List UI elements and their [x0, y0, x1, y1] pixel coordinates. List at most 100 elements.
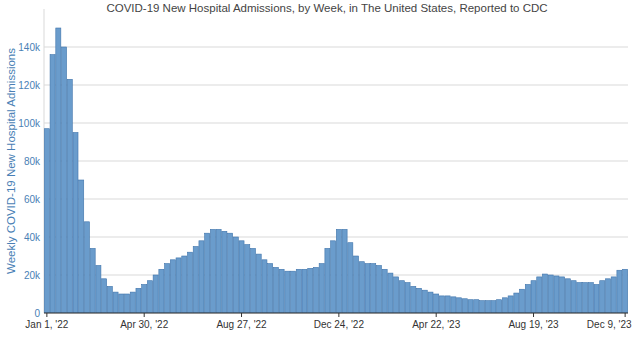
- bar: [182, 256, 187, 313]
- bar: [62, 47, 67, 313]
- bar: [142, 285, 147, 314]
- bar: [411, 286, 416, 313]
- x-tick-label: Apr 22, '23: [412, 319, 460, 330]
- bar: [571, 281, 576, 313]
- bar: [107, 286, 112, 313]
- bar: [537, 277, 542, 313]
- bar: [291, 271, 296, 313]
- x-tick: [338, 313, 339, 317]
- bar: [445, 296, 450, 313]
- bar: [147, 281, 152, 313]
- bar: [354, 256, 359, 313]
- bar: [256, 254, 261, 313]
- bar: [491, 301, 496, 313]
- bar: [457, 298, 462, 313]
- bar: [342, 229, 347, 313]
- bar: [577, 283, 582, 313]
- bar: [262, 260, 267, 313]
- bars: [44, 28, 627, 313]
- bar: [84, 222, 89, 313]
- bar: [176, 258, 181, 313]
- bar: [113, 292, 118, 313]
- bar: [268, 264, 273, 313]
- x-tick-label: Dec 24, '22: [314, 319, 365, 330]
- bar: [73, 133, 78, 314]
- bar: [50, 55, 55, 313]
- bar: [359, 262, 364, 313]
- bar: [514, 293, 519, 313]
- y-tick-label: 100k: [18, 118, 41, 129]
- bar: [600, 281, 605, 313]
- x-axis-line: [44, 313, 628, 314]
- bar: [125, 294, 130, 313]
- bar: [594, 285, 599, 314]
- bar: [525, 285, 530, 314]
- chart: COVID-19 New Hospital Admissions, by Wee…: [0, 0, 634, 338]
- bar: [376, 266, 381, 314]
- x-tick: [625, 313, 626, 317]
- bar: [44, 129, 49, 313]
- grid-line: [44, 275, 628, 276]
- bar: [422, 290, 427, 313]
- bar: [79, 180, 84, 313]
- grid-line: [44, 85, 628, 86]
- x-tick-label: Dec 9, '23: [587, 319, 632, 330]
- grid-line: [44, 123, 628, 124]
- bar: [313, 267, 318, 313]
- grid-line: [44, 47, 628, 48]
- x-tick: [241, 313, 242, 317]
- bar: [159, 269, 164, 313]
- bar: [583, 283, 588, 313]
- bar: [497, 300, 502, 313]
- bar: [417, 288, 422, 313]
- bar: [153, 275, 158, 313]
- bar: [336, 229, 341, 313]
- bar: [130, 292, 135, 313]
- x-tick: [46, 313, 47, 317]
- bar: [474, 300, 479, 313]
- bar: [502, 298, 507, 313]
- bar: [222, 231, 227, 313]
- bar: [405, 283, 410, 313]
- grid-line: [44, 199, 628, 200]
- x-tick: [436, 313, 437, 317]
- bar: [468, 300, 473, 313]
- bar: [479, 301, 484, 313]
- bar: [548, 275, 553, 313]
- grid-line: [44, 161, 628, 162]
- x-tick: [533, 313, 534, 317]
- title: COVID-19 New Hospital Admissions, by Wee…: [106, 2, 547, 14]
- bar: [250, 248, 255, 313]
- x-tick-label: Aug 19, '23: [508, 319, 559, 330]
- bar: [560, 277, 565, 313]
- bar: [617, 270, 622, 313]
- bar: [216, 229, 221, 313]
- bar: [67, 79, 72, 313]
- bar: [388, 273, 393, 313]
- bar: [239, 241, 244, 313]
- bar: [348, 243, 353, 313]
- bar: [428, 292, 433, 313]
- bar: [245, 245, 250, 313]
- x-tick: [144, 313, 145, 317]
- bar: [96, 266, 101, 314]
- bar: [439, 296, 444, 313]
- bar: [102, 279, 107, 313]
- bar: [531, 281, 536, 313]
- x-tick-label: Apr 30, '22: [120, 319, 168, 330]
- bar: [199, 241, 204, 313]
- bar: [365, 264, 370, 313]
- bar: [165, 264, 170, 313]
- grid-line: [44, 237, 628, 238]
- bar: [520, 289, 525, 313]
- bar: [193, 247, 198, 314]
- bar: [434, 294, 439, 313]
- bar: [382, 269, 387, 313]
- bar: [623, 269, 628, 313]
- bar: [279, 269, 284, 313]
- bar: [285, 271, 290, 313]
- bar: [331, 241, 336, 313]
- bar: [325, 248, 330, 313]
- bar: [319, 264, 324, 313]
- bar: [296, 269, 301, 313]
